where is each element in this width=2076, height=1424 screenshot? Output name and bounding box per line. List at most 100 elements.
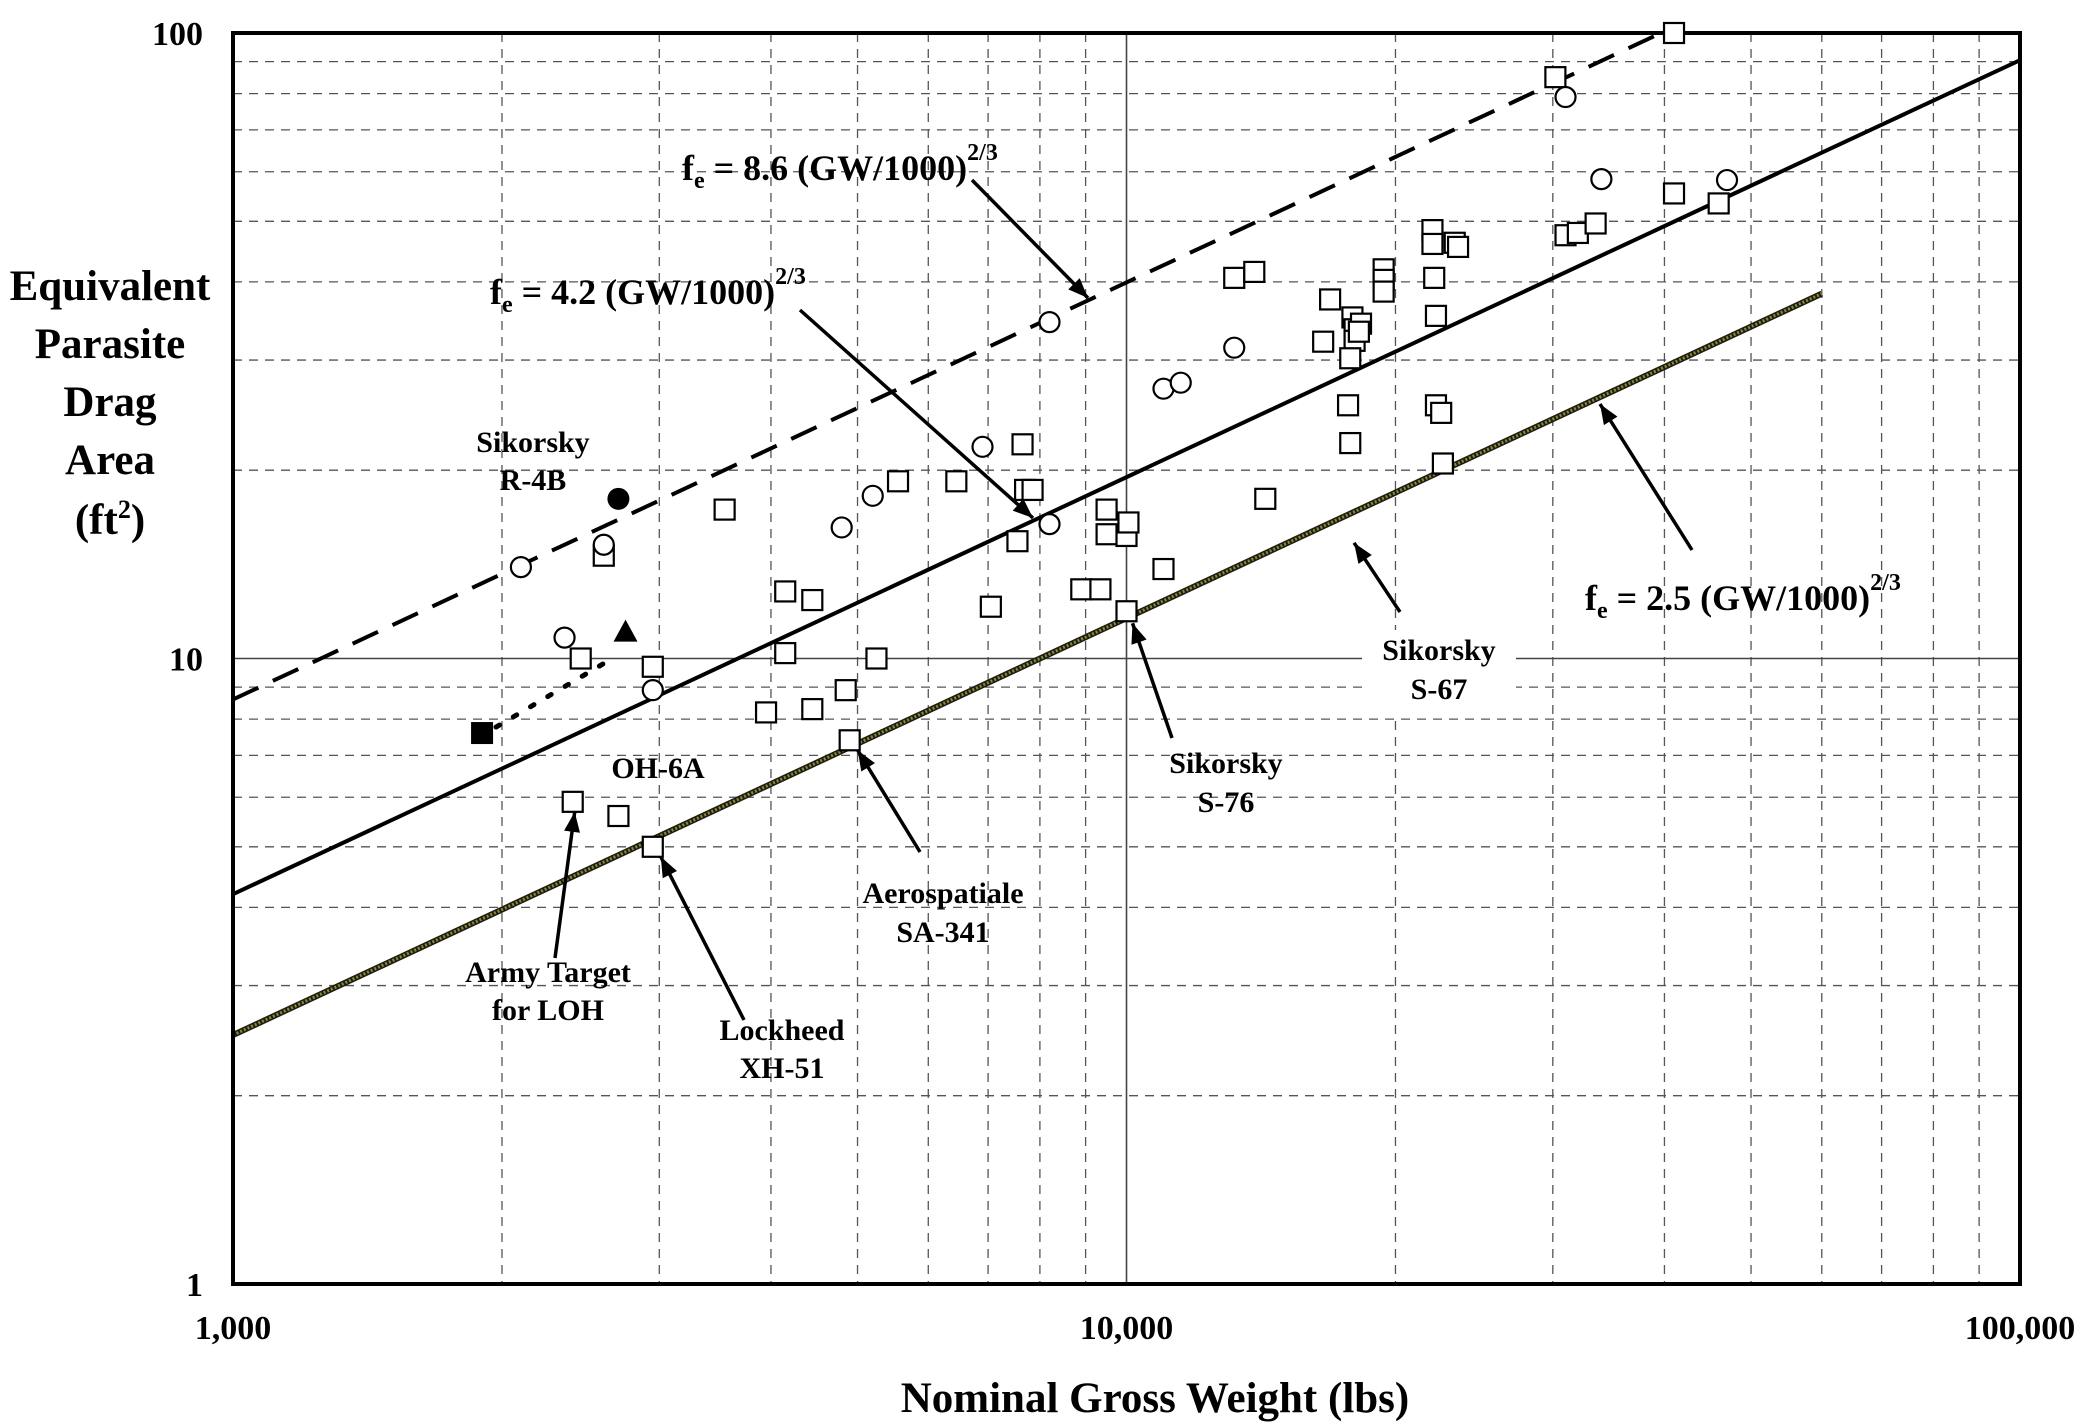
data-point-circle-open <box>1169 371 1192 394</box>
x-tick-label: 100,000 <box>1965 1310 2076 1347</box>
data-point-square-open <box>838 729 861 752</box>
y-axis-unit: (ft <box>75 497 119 544</box>
data-point-square-open <box>1070 578 1093 601</box>
arrow-eq-8-6 <box>970 178 1090 300</box>
data-point-square-open <box>1424 304 1448 327</box>
data-point-square-open <box>1117 511 1140 534</box>
arrow-sikorsky-s67-head <box>1354 542 1372 564</box>
annotation-sikorsky-s76-line-2: S-76 <box>1198 786 1255 819</box>
annotation-army-target: Army Target for LOH <box>465 956 631 1027</box>
data-point-square-open <box>1339 347 1362 370</box>
annotation-sikorsky-r4b-line-2: R-4B <box>500 464 567 497</box>
arrow-lockheed-head <box>660 856 677 879</box>
y-axis-title-line-2: Parasite <box>35 321 185 368</box>
annotation-sikorsky-r4b: Sikorsky R-4B <box>476 426 589 497</box>
annotation-lockheed: Lockheed XH-51 <box>719 1014 844 1085</box>
data-point-square-open <box>774 580 797 603</box>
data-point-square-open <box>1243 260 1266 284</box>
data-point-square-open <box>1662 21 1686 45</box>
data-point-circle-open <box>553 626 576 649</box>
x-axis-title: Nominal Gross Weight (lbs) <box>901 1375 1410 1422</box>
annotation-sikorsky-s67: Sikorsky S-67 <box>1362 630 1516 716</box>
data-point-square-open <box>1312 330 1335 353</box>
arrow-aerospatiale-head <box>857 750 875 772</box>
eq-4-2-sub: e <box>502 292 513 318</box>
data-point-triangle-filled <box>613 619 638 642</box>
data-point-circle-open <box>1590 168 1613 191</box>
annotation-army-target-line-2: for LOH <box>492 994 604 1027</box>
axis-ticks: 1,000 10,000 100,000 1 10 100 <box>152 16 2075 1347</box>
eq-4-2-exp: 2/3 <box>775 264 806 290</box>
data-point-square-open <box>774 642 797 665</box>
data-point-circle-open <box>971 435 994 458</box>
x-tick-label: 1,000 <box>195 1310 272 1347</box>
data-point-square-open <box>1423 266 1446 289</box>
arrow-sikorsky-s76-head <box>1131 623 1147 645</box>
arrow-sikorsky-s76 <box>1130 622 1174 739</box>
y-tick-label: 10 <box>169 642 203 679</box>
annotation-sikorsky-s76: Sikorsky S-76 <box>1169 747 1282 819</box>
data-point-circle-open <box>641 679 664 702</box>
data-point-square-open <box>1446 235 1470 259</box>
grid <box>233 33 2020 1284</box>
equation-label-4-2: fe = 4.2 (GW/1000)2/3 <box>490 264 806 318</box>
annotation-aerospatiale-line-2: SA-341 <box>896 916 989 949</box>
y-axis-title-line-1: Equivalent <box>10 263 211 310</box>
eq-4-2-f: f <box>490 272 503 312</box>
x-tick-label: 10,000 <box>1080 1310 1174 1347</box>
data-point-square-open <box>1421 232 1444 256</box>
arrow-lockheed <box>659 855 746 1021</box>
data-point-square-open <box>834 679 857 702</box>
data-point-circle-open <box>592 533 615 556</box>
trend-line-dashed <box>233 33 1666 702</box>
data-point-square-open <box>801 698 824 721</box>
data-point-circle-open <box>1554 85 1577 109</box>
eq-2-5-text: = 2.5 (GW/1000) <box>1608 578 1871 618</box>
data-point-square-open <box>1584 212 1607 235</box>
equation-label-8-6: fe = 8.6 (GW/1000)2/3 <box>682 140 998 194</box>
annotation-sikorsky-s67-line-1: Sikorsky <box>1382 634 1495 667</box>
data-point-circle-filled <box>607 487 630 510</box>
y-tick-label: 100 <box>152 16 203 53</box>
data-point-square-open <box>1095 523 1118 546</box>
data-point-square-open <box>561 790 584 813</box>
data-point-square-open <box>1544 66 1567 89</box>
data-point-square-open <box>1372 280 1395 303</box>
y-axis-title-line-5: (ft2) <box>75 495 145 544</box>
data-point-square-open <box>1347 320 1370 343</box>
data-point-circle-open <box>509 555 533 579</box>
data-point-square-open <box>945 470 968 493</box>
annotation-sikorsky-s76-line-1: Sikorsky <box>1169 747 1282 780</box>
annotation-aerospatiale: Aerospatiale SA-341 <box>862 877 1023 949</box>
data-point-square-open <box>1095 498 1118 521</box>
data-point-square-open <box>1319 288 1342 311</box>
data-point-square-open <box>979 595 1002 618</box>
data-point-square-open <box>1152 557 1175 581</box>
annotation-sikorsky-s67-backdrop <box>1362 630 1516 716</box>
data-point-square-open <box>713 498 736 521</box>
data-points <box>471 21 1739 858</box>
eq-2-5-exp: 2/3 <box>1870 570 1901 596</box>
data-point-square-open <box>1223 266 1246 289</box>
annotation-aerospatiale-line-1: Aerospatiale <box>862 877 1023 910</box>
annotation-lockheed-line-2: XH-51 <box>740 1052 825 1085</box>
annotation-arrows <box>553 178 1694 1021</box>
data-point-square-open <box>801 588 824 612</box>
data-point-square-filled <box>471 722 494 745</box>
eq-8-6-text: = 8.6 (GW/1000) <box>705 148 968 188</box>
data-point-square-open <box>1430 401 1453 424</box>
data-point-circle-open <box>830 516 853 539</box>
data-point-square-open <box>1011 433 1034 456</box>
y-axis-unit-close: ) <box>131 497 145 544</box>
data-point-circle-open <box>1038 310 1061 334</box>
annotation-oh-6a-line-1: OH-6A <box>611 752 705 785</box>
data-point-square-open <box>1006 530 1029 553</box>
dotted-segment <box>493 656 614 730</box>
data-point-circle-open <box>861 484 884 507</box>
trend-line-olive <box>233 292 1823 1037</box>
data-point-square-open <box>641 835 664 858</box>
data-point-square-open <box>607 804 630 828</box>
data-point-square-open <box>569 647 592 670</box>
annotation-army-target-line-1: Army Target <box>465 956 631 989</box>
y-axis-title-line-4: Area <box>65 437 155 484</box>
